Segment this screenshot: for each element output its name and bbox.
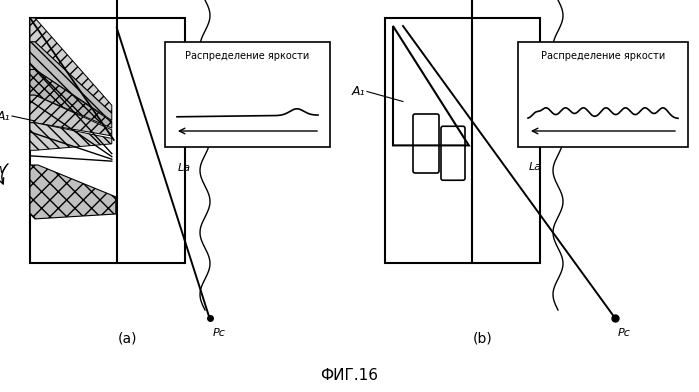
Text: (a): (a) xyxy=(117,331,137,345)
Text: (b): (b) xyxy=(473,331,492,345)
Text: Pс: Pс xyxy=(212,328,225,338)
Polygon shape xyxy=(30,18,112,113)
Polygon shape xyxy=(30,69,112,128)
Polygon shape xyxy=(30,42,112,120)
Text: ФИГ.16: ФИГ.16 xyxy=(320,368,378,383)
Polygon shape xyxy=(393,26,469,145)
Bar xyxy=(30,18,185,263)
Text: v: v xyxy=(0,163,6,176)
Text: Lа: Lа xyxy=(178,163,192,173)
Text: Распределение яркости: Распределение яркости xyxy=(541,51,665,61)
Bar xyxy=(385,18,540,263)
Bar xyxy=(518,42,688,147)
Text: Lа: Lа xyxy=(529,162,542,172)
Text: Распределение яркости: Распределение яркости xyxy=(185,51,310,61)
Polygon shape xyxy=(30,123,112,150)
Polygon shape xyxy=(30,165,116,219)
Text: A₁: A₁ xyxy=(352,85,365,98)
Polygon shape xyxy=(30,95,112,136)
Bar xyxy=(165,42,330,147)
Text: A₁: A₁ xyxy=(0,109,10,123)
Text: Pс: Pс xyxy=(618,328,631,338)
